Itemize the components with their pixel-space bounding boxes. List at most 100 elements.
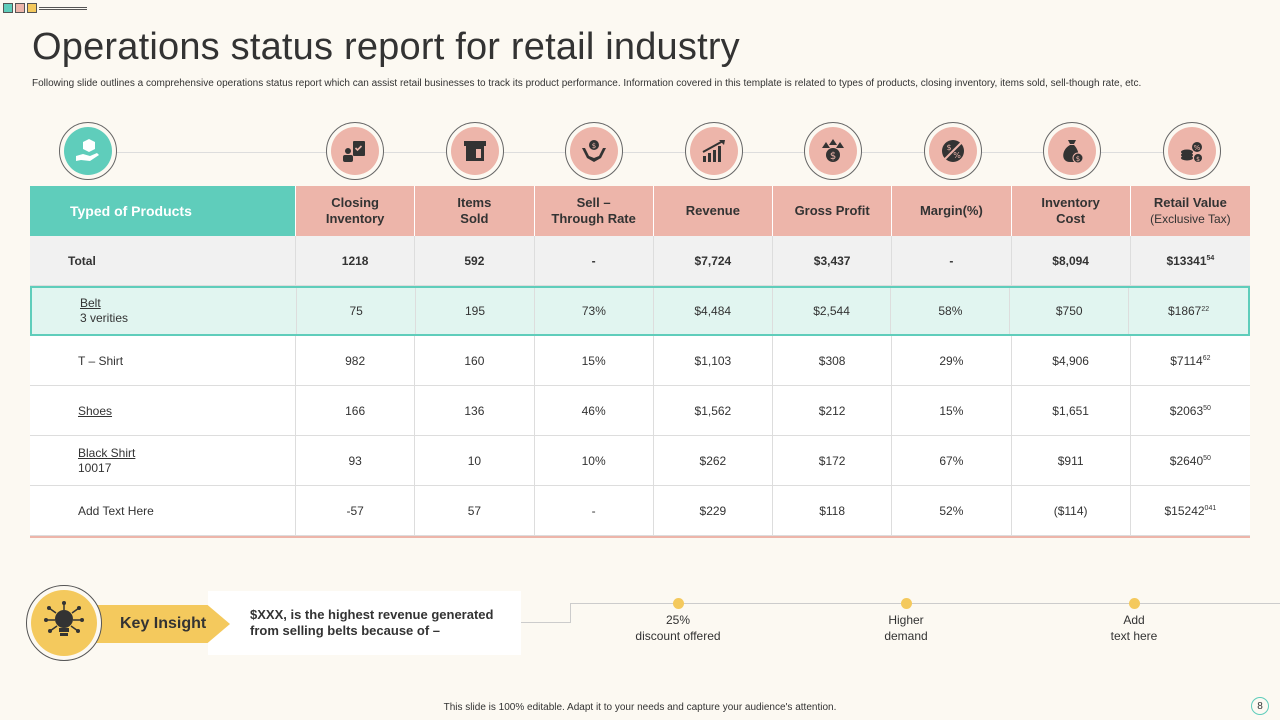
- items-sold: 136: [415, 386, 535, 435]
- margin: 58%: [891, 288, 1011, 334]
- table-bottom-border: [30, 536, 1250, 538]
- svg-text:$: $: [592, 142, 596, 150]
- svg-text:$: $: [1076, 155, 1080, 163]
- inventory-cost: $911: [1012, 436, 1131, 485]
- items-sold: 195: [416, 288, 535, 334]
- table-row: Add Text Here -57 57 - $229 $118 52% ($1…: [30, 486, 1250, 536]
- icon-rail: [88, 152, 1190, 153]
- table-header-row: Typed of Products Closing Inventory Items…: [30, 186, 1250, 236]
- point-dot: [1128, 598, 1140, 609]
- revenue: $4,484: [654, 288, 773, 334]
- closing-inventory: 93: [296, 436, 416, 485]
- page-number: 8: [1251, 697, 1269, 715]
- total-items-sold: 592: [415, 236, 535, 285]
- header-product: Typed of Products: [30, 186, 296, 236]
- closing-inventory: 75: [297, 288, 417, 334]
- margin: 15%: [892, 386, 1012, 435]
- header-margin: Margin(%): [892, 186, 1012, 236]
- revenue: $262: [654, 436, 773, 485]
- svg-text:$: $: [1196, 156, 1200, 163]
- margin: 67%: [892, 436, 1012, 485]
- point-dot: [672, 598, 684, 609]
- hand-coins-icon: $: [565, 122, 623, 180]
- connector-line: [520, 622, 570, 623]
- total-closing-inventory: 1218: [296, 236, 416, 285]
- gross-profit: $2,544: [773, 288, 892, 334]
- gross-profit: $172: [773, 436, 893, 485]
- retail-value: $15242 041: [1164, 503, 1217, 518]
- percent-dollar-icon: $%: [924, 122, 982, 180]
- total-inventory-cost: $8,094: [1012, 236, 1131, 285]
- total-label: Total: [30, 236, 296, 285]
- coin-stack-icon: % $: [1163, 122, 1221, 180]
- table-row: T – Shirt 982 160 15% $1,103 $308 29% $4…: [30, 336, 1250, 386]
- closing-inventory: -57: [296, 486, 416, 535]
- svg-text:%: %: [1194, 144, 1201, 152]
- svg-text:$: $: [830, 151, 836, 162]
- point-dot: [900, 598, 912, 609]
- insight-point: 25% discount offered: [598, 598, 758, 644]
- dollar-arrows-icon: $: [804, 122, 862, 180]
- connector-line: [570, 603, 1280, 604]
- table-row: Belt 3 verities 75 195 73% $4,484 $2,544 …: [30, 286, 1250, 336]
- product-name: Belt 3 verities: [32, 288, 298, 334]
- header-gross-profit: Gross Profit: [773, 186, 893, 236]
- inventory-cost: ($114): [1012, 486, 1131, 535]
- retail-value: $1867 22: [1167, 304, 1210, 318]
- growth-chart-icon: [685, 122, 743, 180]
- retail-value: $2063 50: [1169, 403, 1211, 418]
- table-row: Black Shirt 10017 93 10 10% $262 $172 67%…: [30, 436, 1250, 486]
- svg-text:%: %: [953, 151, 961, 160]
- slide-decoration: [3, 3, 89, 13]
- clipboard-person-icon: [326, 122, 384, 180]
- money-bag-icon: $: [1043, 122, 1101, 180]
- inventory-cost: $4,906: [1012, 336, 1131, 385]
- retail-value: $2640 50: [1169, 453, 1211, 468]
- items-sold: 10: [415, 436, 535, 485]
- svg-text:$: $: [946, 143, 951, 152]
- product-name: Shoes: [30, 386, 296, 435]
- sell-through: 10%: [535, 436, 654, 485]
- total-sell-through: -: [535, 236, 654, 285]
- total-revenue: $7,724: [654, 236, 773, 285]
- total-margin: -: [892, 236, 1012, 285]
- header-closing-inventory: Closing Inventory: [296, 186, 416, 236]
- header-retail-value: Retail Value (Exclusive Tax): [1130, 186, 1250, 236]
- lightbulb-network-icon: [26, 585, 102, 661]
- operations-table: Typed of Products Closing Inventory Items…: [30, 186, 1250, 538]
- margin: 29%: [892, 336, 1012, 385]
- sell-through: 73%: [535, 288, 654, 334]
- closing-inventory: 982: [296, 336, 416, 385]
- key-insight-text: $XXX, is the highest revenue generated f…: [208, 591, 521, 655]
- table-row-total: Total 1218 592 - $7,724 $3,437 - $8,094 …: [30, 236, 1250, 286]
- header-sell-through: Sell – Through Rate: [534, 186, 654, 236]
- gross-profit: $308: [773, 336, 893, 385]
- gross-profit: $212: [773, 386, 893, 435]
- footer-note: This slide is 100% editable. Adapt it to…: [443, 702, 837, 713]
- sell-through: 15%: [535, 336, 654, 385]
- revenue: $1,103: [654, 336, 773, 385]
- gross-profit: $118: [773, 486, 893, 535]
- revenue: $229: [654, 486, 773, 535]
- product-name: T – Shirt: [30, 336, 296, 385]
- table-row: Shoes 166 136 46% $1,562 $212 15% $1,651…: [30, 386, 1250, 436]
- items-sold: 160: [415, 336, 535, 385]
- header-revenue: Revenue: [653, 186, 773, 236]
- box-hand-icon: [59, 122, 117, 180]
- insight-point: Add text here: [1054, 598, 1214, 644]
- page-title: Operations status report for retail indu…: [32, 26, 740, 68]
- total-retail-value: $13341 54: [1166, 253, 1215, 268]
- header-inventory-cost: Inventory Cost: [1011, 186, 1131, 236]
- product-name: Black Shirt 10017: [30, 436, 296, 485]
- insight-point: Higher demand: [826, 598, 986, 644]
- revenue: $1,562: [654, 386, 773, 435]
- closing-inventory: 166: [296, 386, 416, 435]
- items-sold: 57: [415, 486, 535, 535]
- header-items-sold: Items Sold: [415, 186, 535, 236]
- storefront-icon: [446, 122, 504, 180]
- connector-line: [570, 603, 571, 623]
- product-name: Add Text Here: [30, 486, 296, 535]
- inventory-cost: $1,651: [1012, 386, 1131, 435]
- retail-value: $7114 62: [1170, 353, 1211, 368]
- inventory-cost: $750: [1010, 288, 1130, 334]
